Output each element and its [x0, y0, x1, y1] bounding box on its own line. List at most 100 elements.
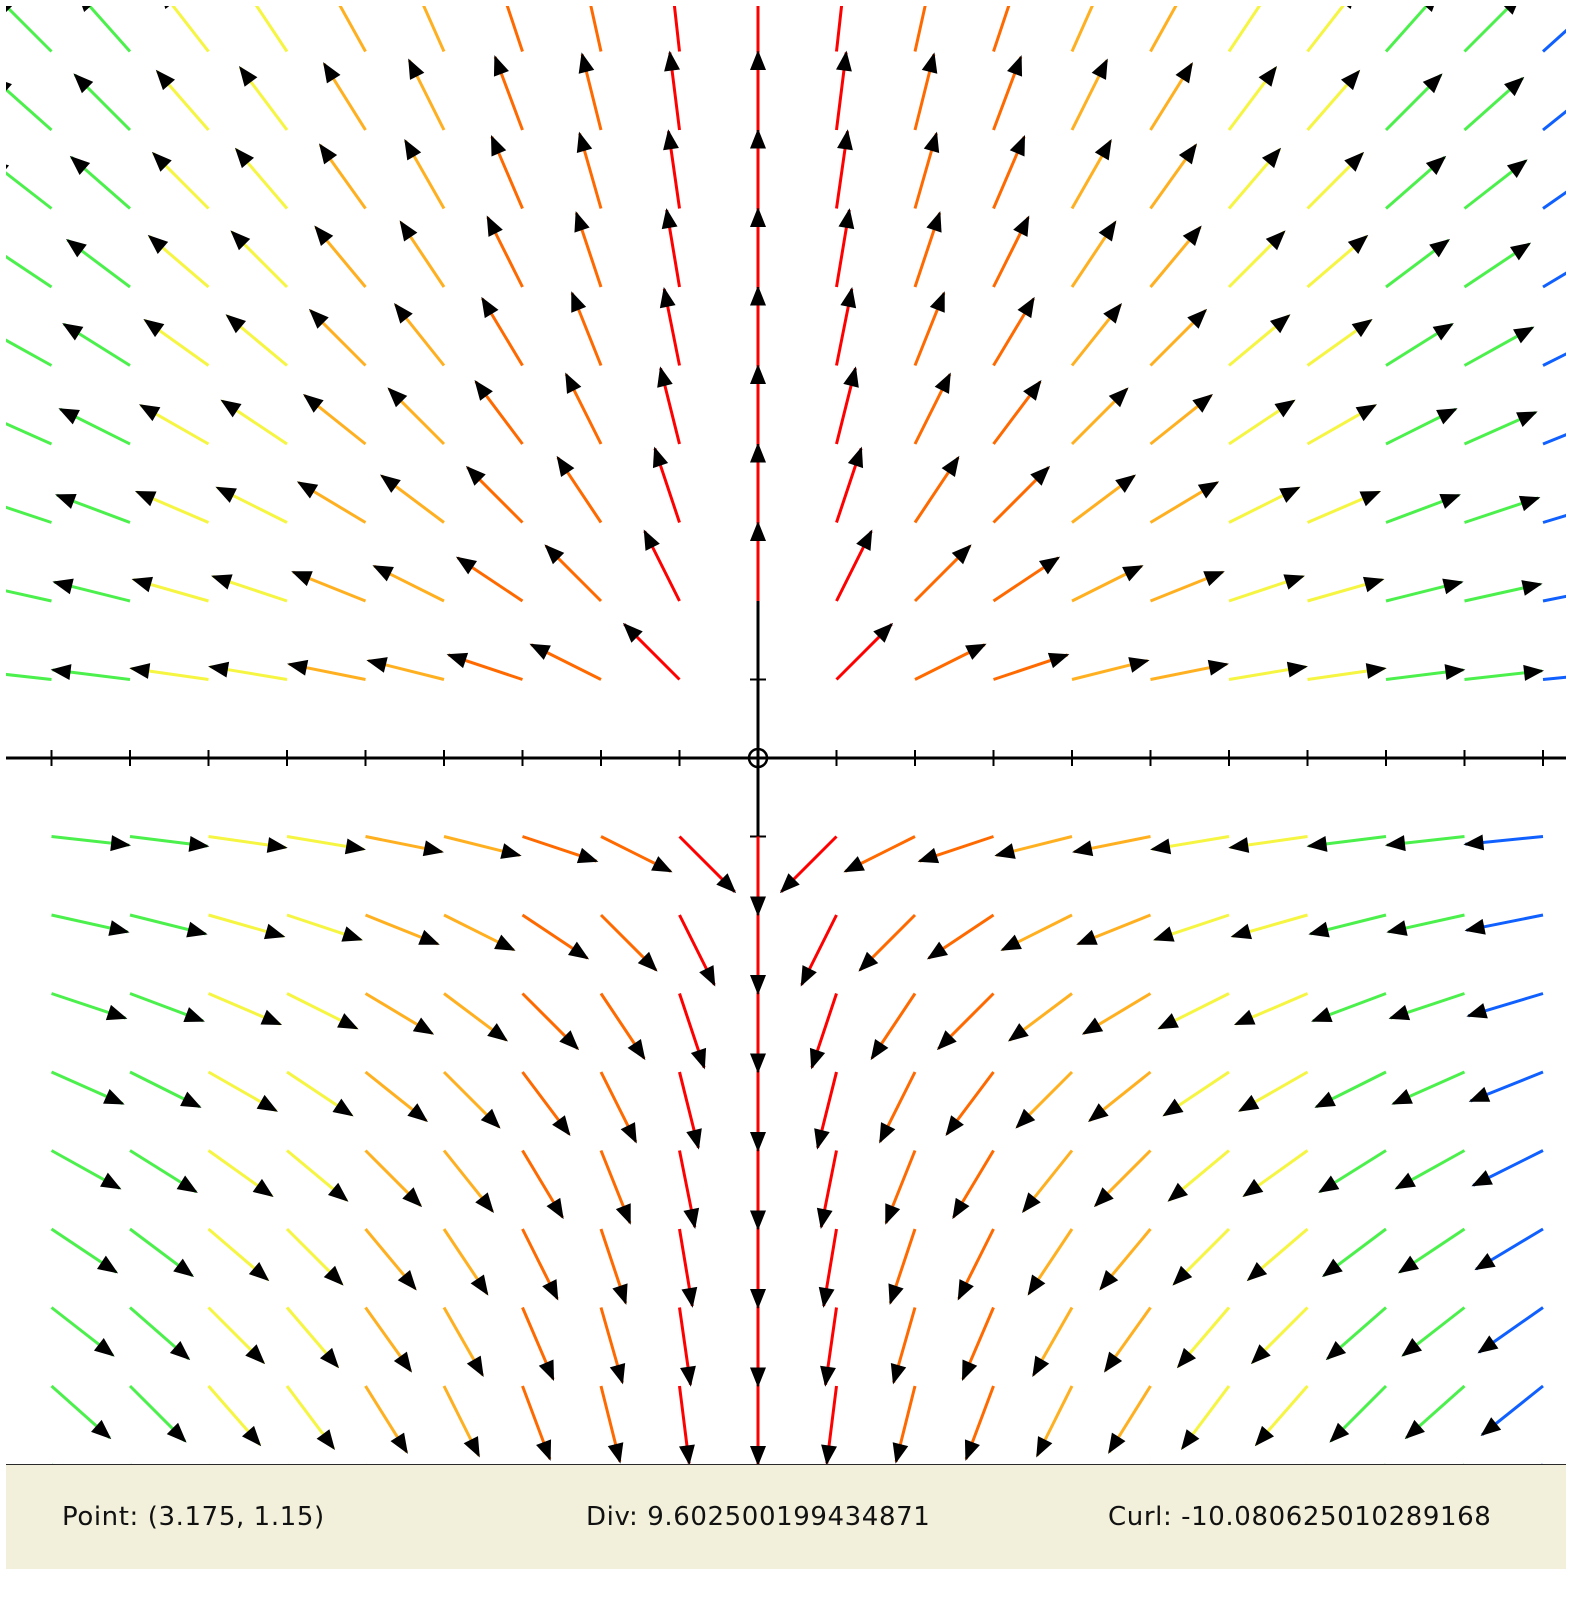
vector-arrowhead	[680, 1365, 696, 1387]
vector-arrowhead	[69, 155, 91, 176]
field-vector	[6, 254, 53, 289]
vector-arrowhead	[139, 404, 161, 422]
vector-arrowhead	[1261, 147, 1282, 169]
vector-arrowhead	[58, 408, 80, 425]
vector-arrowhead	[1351, 319, 1373, 338]
vector-arrowhead	[1436, 408, 1458, 425]
vector-arrowhead	[750, 521, 766, 541]
vector-arrowhead	[327, 1182, 349, 1202]
vector-arrowhead	[627, 1038, 646, 1061]
vector-arrowhead	[612, 1283, 628, 1305]
vector-arrowhead	[838, 208, 855, 230]
vector-arrowhead	[571, 291, 587, 313]
vector-arrowhead	[1325, 1340, 1347, 1361]
vector-arrowhead	[169, 1340, 191, 1361]
field-vector	[913, 6, 927, 52]
vector-arrowhead	[166, 1422, 187, 1443]
vector-arrowhead	[480, 1108, 501, 1129]
field-vector	[1542, 675, 1566, 681]
vector-arrowhead	[843, 856, 865, 873]
vector-arrowhead	[1187, 308, 1208, 329]
vector-arrowhead	[82, 6, 91, 12]
vector-arrowhead	[1362, 576, 1385, 593]
vector-arrowhead	[1022, 1192, 1041, 1213]
vector-arrowhead	[837, 129, 853, 151]
divergence-readout: Div: 9.602500199434871	[586, 1502, 931, 1532]
vector-arrowhead	[463, 1436, 480, 1458]
vector-arrowhead	[965, 643, 987, 660]
vector-arrowhead	[1246, 1261, 1268, 1282]
vector-arrowhead	[1425, 155, 1447, 176]
vector-field-plot[interactable]	[6, 6, 1566, 1464]
vector-arrowhead	[1388, 1004, 1411, 1021]
vector-field-canvas[interactable]	[6, 6, 1566, 1464]
vector-arrowhead	[1008, 1023, 1029, 1042]
vector-arrowhead	[1103, 303, 1122, 324]
vector-arrowhead	[923, 131, 940, 154]
vector-arrowhead	[493, 55, 509, 77]
vector-arrowhead	[316, 1429, 335, 1450]
vector-arrowhead	[1521, 580, 1543, 596]
vector-arrowhead	[1000, 934, 1022, 951]
vector-arrowhead	[847, 446, 864, 469]
vector-arrowhead	[873, 622, 894, 643]
vector-arrowhead	[1274, 399, 1296, 418]
vector-arrowhead	[1265, 230, 1286, 251]
vector-arrowhead	[486, 215, 503, 237]
vector-arrowhead	[643, 529, 660, 551]
vector-arrowhead	[1013, 215, 1030, 237]
vector-arrowhead	[609, 1362, 626, 1385]
vector-arrowhead	[1175, 62, 1193, 84]
vector-arrowhead	[542, 1279, 559, 1301]
field-vector	[1384, 6, 1429, 53]
vector-arrowhead	[1286, 661, 1308, 678]
vector-arrowhead	[263, 923, 286, 940]
vector-arrowhead	[164, 6, 170, 10]
vector-arrowhead	[926, 941, 949, 960]
field-vector	[6, 87, 53, 132]
vector-arrowhead	[1439, 493, 1461, 509]
vector-arrowhead	[1108, 387, 1129, 408]
vector-arrowhead	[408, 58, 425, 80]
vector-arrowhead	[1009, 134, 1026, 157]
vector-arrowhead	[220, 399, 242, 418]
vector-arrowhead	[230, 230, 251, 251]
vector-arrowhead	[870, 1038, 889, 1061]
field-vector	[1149, 6, 1178, 53]
vector-arrowhead	[1108, 1432, 1126, 1454]
vector-arrowhead	[108, 920, 130, 936]
vector-arrowhead	[779, 873, 800, 894]
vector-arrowhead	[1250, 1344, 1271, 1365]
vector-arrowhead	[637, 951, 658, 972]
vector-arrowhead	[1506, 159, 1528, 178]
vector-arrowhead	[129, 663, 151, 679]
vector-arrowhead	[1322, 1258, 1343, 1277]
vector-arrowhead	[565, 372, 582, 394]
field-vector	[1070, 6, 1094, 53]
vector-arrowhead	[1386, 920, 1408, 936]
field-vector	[1542, 433, 1566, 446]
vector-arrowhead	[62, 323, 84, 341]
vector-arrowhead	[921, 52, 938, 74]
vector-arrowhead	[1503, 6, 1517, 15]
vector-arrowhead	[1516, 411, 1538, 427]
vector-arrowhead	[690, 1047, 707, 1070]
field-vector	[1306, 6, 1345, 53]
field-vector	[6, 505, 52, 524]
vector-arrowhead	[1466, 1003, 1488, 1019]
vector-arrowhead	[1258, 66, 1277, 87]
vector-arrowhead	[659, 287, 676, 309]
vector-arrowhead	[567, 941, 590, 960]
vector-arrowhead	[1181, 1429, 1200, 1450]
vector-arrowhead	[1422, 73, 1443, 94]
status-bar: Point: (3.175, 1.15) Div: 9.602500199434…	[6, 1464, 1566, 1569]
vector-arrowhead	[544, 544, 565, 565]
vector-arrowhead	[622, 622, 643, 643]
vector-arrowhead	[843, 366, 859, 388]
field-vector	[1542, 594, 1566, 603]
vector-arrowhead	[1027, 1274, 1046, 1296]
vector-arrowhead	[1032, 1355, 1050, 1377]
vector-arrowhead	[1477, 1335, 1499, 1354]
vector-arrowhead	[657, 366, 673, 388]
vector-arrowhead	[93, 1338, 115, 1357]
